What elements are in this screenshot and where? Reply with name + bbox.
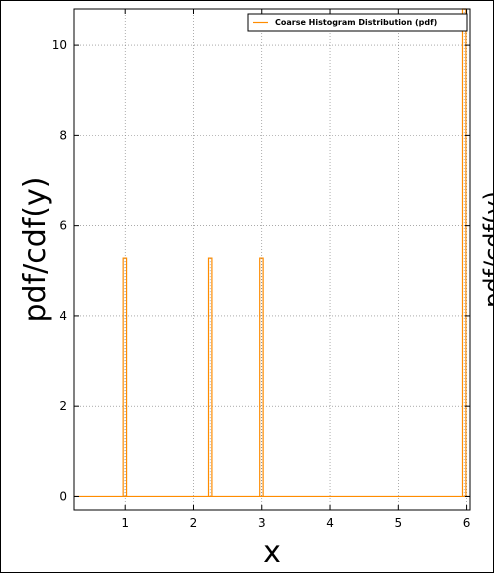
legend-label: Coarse Histogram Distribution (pdf) <box>275 18 437 27</box>
y-tick-label: 2 <box>59 399 67 413</box>
y-tick-label: 8 <box>59 128 67 142</box>
y-axis-label: pdf/cdf(y) <box>18 176 53 322</box>
y-tick-label: 4 <box>59 309 67 323</box>
right-y-axis-label: pdf/cdf(y) <box>479 191 493 308</box>
x-tick-label: 1 <box>121 516 129 530</box>
axes-border <box>73 8 471 511</box>
x-tick-label: 6 <box>463 516 471 530</box>
y-tick-label: 0 <box>59 489 67 503</box>
series-layer <box>74 8 470 498</box>
legend: Coarse Histogram Distribution (pdf) <box>247 13 468 32</box>
x-axis-label: x <box>263 535 281 570</box>
x-tick-label: 4 <box>326 516 334 530</box>
axis-ticks: 1 2 3 4 5 6 0 2 4 6 8 10 <box>52 9 471 530</box>
x-tick-label: 3 <box>258 516 266 530</box>
x-tick-label: 5 <box>394 516 402 530</box>
plot-area <box>74 9 470 510</box>
x-tick-label: 2 <box>190 516 198 530</box>
legend-box <box>247 13 468 32</box>
y-tick-label: 10 <box>52 38 67 52</box>
y-tick-label: 6 <box>59 219 67 233</box>
